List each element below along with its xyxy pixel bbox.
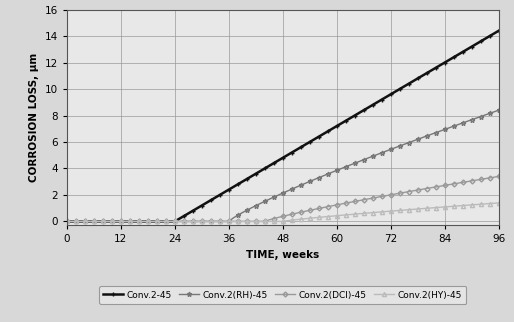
Conv.2(DCI)-45 <box>495 175 502 178</box>
Y-axis label: CORROSION LOSS, μm: CORROSION LOSS, μm <box>29 53 39 182</box>
Conv.2(RH)-45 <box>280 191 286 195</box>
Legend: Conv.2-45, Conv.2(RH)-45, Conv.2(DCI)-45, Conv.2(HY)-45: Conv.2-45, Conv.2(RH)-45, Conv.2(DCI)-45… <box>99 286 466 304</box>
Conv.2-45 <box>64 220 70 223</box>
Line: Conv.2(DCI)-45: Conv.2(DCI)-45 <box>65 175 500 223</box>
Conv.2(DCI)-45 <box>64 220 70 223</box>
Conv.2(HY)-45 <box>280 220 286 223</box>
Conv.2(RH)-45 <box>77 220 83 223</box>
Line: Conv.2(RH)-45: Conv.2(RH)-45 <box>64 108 501 224</box>
Line: Conv.2(HY)-45: Conv.2(HY)-45 <box>65 201 501 223</box>
Conv.2(HY)-45 <box>311 216 317 220</box>
Conv.2(HY)-45 <box>77 220 83 223</box>
Conv.2-45 <box>495 29 502 33</box>
Conv.2(RH)-45 <box>176 220 182 223</box>
Conv.2(RH)-45 <box>311 178 317 182</box>
X-axis label: TIME, weeks: TIME, weeks <box>246 250 319 260</box>
Conv.2(HY)-45 <box>95 220 101 223</box>
Conv.2-45 <box>176 217 182 221</box>
Conv.2-45 <box>77 220 83 223</box>
Conv.2(DCI)-45 <box>311 207 317 211</box>
Conv.2(DCI)-45 <box>77 220 83 223</box>
Conv.2(HY)-45 <box>176 220 182 223</box>
Conv.2(RH)-45 <box>95 220 101 223</box>
Conv.2(HY)-45 <box>64 220 70 223</box>
Line: Conv.2-45: Conv.2-45 <box>64 28 501 224</box>
Conv.2(DCI)-45 <box>280 214 286 218</box>
Conv.2(DCI)-45 <box>95 220 101 223</box>
Conv.2(RH)-45 <box>495 108 502 112</box>
Conv.2(HY)-45 <box>495 201 502 205</box>
Conv.2(DCI)-45 <box>176 220 182 223</box>
Conv.2(RH)-45 <box>397 144 403 148</box>
Conv.2-45 <box>397 87 403 91</box>
Conv.2-45 <box>280 156 286 160</box>
Conv.2(HY)-45 <box>397 208 403 212</box>
Conv.2-45 <box>311 137 317 141</box>
Conv.2-45 <box>95 220 101 223</box>
Conv.2(RH)-45 <box>64 220 70 223</box>
Conv.2(DCI)-45 <box>397 191 403 195</box>
